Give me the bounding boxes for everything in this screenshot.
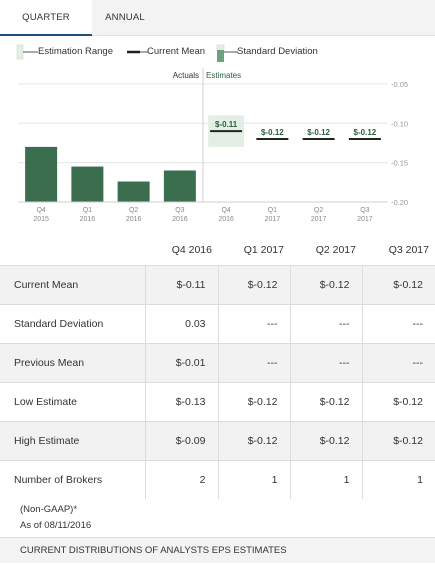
- y-tick-label: -0.05: [391, 80, 408, 89]
- tab-quarter[interactable]: QUARTER: [0, 0, 92, 36]
- table-cell: $-0.12: [289, 381, 362, 421]
- x-tick-year: 2017: [357, 216, 373, 223]
- table-header-corner: [0, 236, 145, 265]
- estimate-mean-label: $-0.11: [215, 120, 238, 129]
- column-header: Q1 2017: [243, 244, 284, 257]
- table-cell: $-0.12: [217, 381, 290, 421]
- estimate-mean-label: $-0.12: [261, 128, 284, 137]
- column-header: Q4 2016: [171, 244, 212, 257]
- actual-bar: [71, 166, 104, 202]
- table-row: Current Mean $-0.11 $-0.12 $-0.12 $-0.12: [0, 264, 435, 304]
- x-tick-quarter: Q4: [221, 207, 230, 214]
- tab-annual[interactable]: ANNUAL: [105, 12, 145, 23]
- y-tick-label: -0.15: [391, 159, 408, 168]
- x-tick-year: 2016: [172, 216, 188, 223]
- table-row: Previous Mean $-0.01 --- --- ---: [0, 342, 435, 382]
- row-label: Previous Mean: [0, 342, 145, 382]
- row-label: Standard Deviation: [0, 303, 145, 343]
- x-tick-quarter: Q1: [268, 207, 277, 214]
- row-label: Current Mean: [0, 264, 145, 304]
- row-label: Low Estimate: [0, 381, 145, 421]
- standard-deviation-swatch: [216, 44, 238, 62]
- table-cell: $-0.13: [144, 381, 218, 421]
- eps-chart: -0.05 -0.10 -0.15 -0.20 Actuals Estimates $-0.…: [18, 68, 408, 223]
- table-cell: 1: [361, 459, 435, 499]
- table-cell: $-0.12: [217, 264, 290, 304]
- x-tick-year: 2016: [126, 216, 142, 223]
- x-tick-year: 2016: [80, 216, 96, 223]
- table-cell: $-0.09: [144, 420, 218, 460]
- table-cell: ---: [361, 303, 435, 343]
- x-tick-year: 2017: [311, 216, 327, 223]
- x-tick-year: 2017: [265, 216, 281, 223]
- actual-bar: [163, 170, 196, 202]
- as-of-date: As of 08/11/2016: [20, 520, 92, 531]
- x-tick-year: 2016: [218, 216, 234, 223]
- table-row: Standard Deviation 0.03 --- --- ---: [0, 303, 435, 343]
- table-row: Low Estimate $-0.13 $-0.12 $-0.12 $-0.12: [0, 381, 435, 421]
- eps-distribution-link[interactable]: CURRENT DISTRIBUTIONS OF ANALYSTS EPS ES…: [0, 537, 435, 563]
- table-cell: ---: [361, 342, 435, 382]
- x-tick-quarter: Q1: [83, 207, 92, 214]
- non-gaap-note: (Non-GAAP)*: [20, 504, 78, 515]
- x-tick-year: 2015: [33, 216, 49, 223]
- column-header: Q2 2017: [315, 244, 356, 257]
- table-cell: ---: [217, 342, 290, 382]
- table-cell: 1: [217, 459, 290, 499]
- table-cell: $-0.12: [361, 264, 435, 304]
- period-tabs: QUARTER ANNUAL: [0, 0, 435, 36]
- x-tick-quarter: Q2: [129, 207, 138, 214]
- column-header: Q3 2017: [388, 244, 429, 257]
- table-cell: ---: [289, 342, 362, 382]
- legend-current-mean: Current Mean: [147, 46, 206, 57]
- estimate-mean-label: $-0.12: [307, 128, 330, 137]
- x-tick-quarter: Q2: [314, 207, 323, 214]
- table-cell: $-0.12: [289, 264, 362, 304]
- table-cell: $-0.11: [144, 264, 218, 304]
- y-tick-label: -0.10: [391, 119, 408, 128]
- legend-standard-deviation: Standard Deviation: [237, 46, 318, 57]
- table-cell: ---: [217, 303, 290, 343]
- y-tick-label: -0.20: [391, 198, 408, 207]
- actuals-label: Actuals: [173, 71, 199, 80]
- table-cell: $-0.12: [361, 381, 435, 421]
- x-tick-quarter: Q3: [175, 207, 184, 214]
- table-cell: ---: [289, 303, 362, 343]
- table-cell: $-0.01: [144, 342, 218, 382]
- estimation-range-swatch: [16, 44, 38, 60]
- actual-bar: [117, 181, 150, 202]
- table-cell: $-0.12: [289, 420, 362, 460]
- table-row: High Estimate $-0.09 $-0.12 $-0.12 $-0.1…: [0, 420, 435, 460]
- row-label: Number of Brokers: [0, 459, 145, 499]
- legend-estimation-range: Estimation Range: [38, 46, 113, 57]
- table-cell: $-0.12: [217, 420, 290, 460]
- row-label: High Estimate: [0, 420, 145, 460]
- actual-bar: [25, 146, 58, 202]
- estimate-mean-label: $-0.12: [354, 128, 377, 137]
- table-cell: 2: [144, 459, 218, 499]
- table-cell: 1: [289, 459, 362, 499]
- current-mean-swatch: [127, 50, 148, 54]
- x-tick-quarter: Q4: [36, 207, 45, 214]
- table-cell: 0.03: [144, 303, 218, 343]
- estimates-table: Q4 2016 Q1 2017 Q2 2017 Q3 2017 Current …: [0, 236, 435, 499]
- chart-legend: Estimation Range Current Mean Standard D…: [0, 36, 435, 68]
- estimates-label: Estimates: [206, 71, 241, 80]
- table-cell: $-0.12: [361, 420, 435, 460]
- table-row: Number of Brokers 2 1 1 1: [0, 459, 435, 499]
- table-header-row: Q4 2016 Q1 2017 Q2 2017 Q3 2017: [0, 236, 435, 265]
- x-tick-quarter: Q3: [360, 207, 369, 214]
